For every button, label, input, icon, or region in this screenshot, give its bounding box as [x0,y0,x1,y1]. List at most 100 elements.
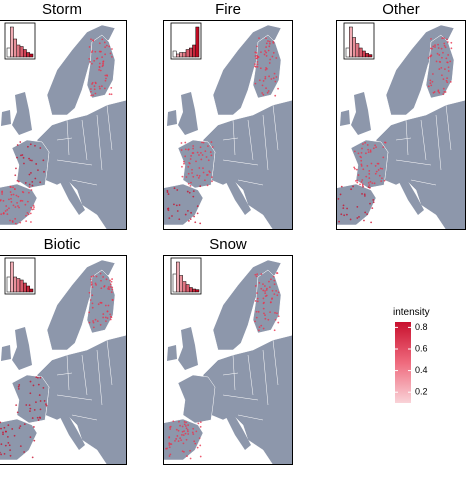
hotspot [268,50,270,52]
hotspot [363,220,365,222]
hotspot [108,46,110,48]
hotspot [275,319,277,321]
hotspot [104,285,106,287]
hotspot [24,423,26,425]
hotspot [91,50,93,52]
hotspot [94,85,96,87]
hotspot [441,74,443,76]
hotspot [102,276,104,278]
hotspot [264,78,266,80]
hotspot [89,322,91,324]
hotspot [256,311,258,313]
hotspot [254,320,256,322]
hist-bar [349,27,352,57]
hotspot [100,273,102,275]
hotspot [173,203,175,205]
hotspot [271,56,273,58]
hotspot [104,53,106,55]
hotspot [106,45,108,47]
hotspot [381,177,383,179]
hotspot [373,201,375,203]
hotspot [96,276,98,278]
hotspot [28,158,30,160]
hotspot [255,66,257,68]
hotspot [102,64,104,66]
hotspot [110,52,112,54]
hotspot [10,201,12,203]
hotspot [105,80,107,82]
hotspot [269,286,271,288]
hotspot [99,51,101,53]
hotspot [17,411,19,413]
hotspot [197,447,199,449]
hotspot [168,209,170,211]
hotspot [183,442,185,444]
colorbar-label: 0.2 [415,387,428,397]
hotspot [17,196,19,198]
hotspot [5,210,7,212]
hotspot [99,66,101,68]
hotspot [44,400,46,402]
hotspot [169,446,171,448]
hotspot [33,385,35,387]
hist-bar [180,53,183,58]
hotspot [268,281,270,283]
hotspot [199,222,201,224]
hotspot [438,92,440,94]
hotspot [200,152,202,154]
hotspot [2,432,4,434]
hotspot [187,210,189,212]
hotspot [256,273,258,275]
hotspot [111,281,113,283]
hotspot [9,449,11,451]
hotspot [264,290,266,292]
hotspot [191,172,193,174]
hotspot [200,456,202,458]
hotspot [274,95,276,97]
hotspot [102,317,104,319]
hotspot [15,206,17,208]
hotspot [202,154,204,156]
hotspot [257,66,259,68]
hotspot [168,437,170,439]
hotspot [91,83,93,85]
hotspot [268,75,270,77]
hotspot [103,60,105,62]
hotspot [11,428,13,430]
hotspot [266,42,268,44]
hotspot [447,54,449,56]
hotspot [34,145,36,147]
hotspot [276,294,278,296]
hotspot [428,57,430,59]
hotspot [257,56,259,58]
hotspot [204,150,206,152]
hotspot [264,292,266,294]
hotspot [29,392,31,394]
hotspot [260,288,262,290]
hotspot [197,422,199,424]
hotspot [210,154,212,156]
hotspot [192,432,194,434]
hotspot [95,283,97,285]
hotspot [106,278,108,280]
hotspot [360,160,362,162]
hotspot [270,301,272,303]
hist-bar [17,45,20,57]
hist-bar [173,274,176,292]
hotspot [91,284,93,286]
hotspot [18,386,20,388]
hotspot [379,175,381,177]
hotspot [275,290,277,292]
hotspot [37,417,39,419]
hotspot [104,88,106,90]
hist-bar [189,48,192,57]
hotspot [97,320,99,322]
hotspot [18,388,20,390]
hotspot [263,328,265,330]
hotspot [358,216,360,218]
hotspot [269,59,271,61]
hotspot [368,184,370,186]
hotspot [265,52,267,54]
hotspot [23,163,25,165]
hotspot [211,180,213,182]
